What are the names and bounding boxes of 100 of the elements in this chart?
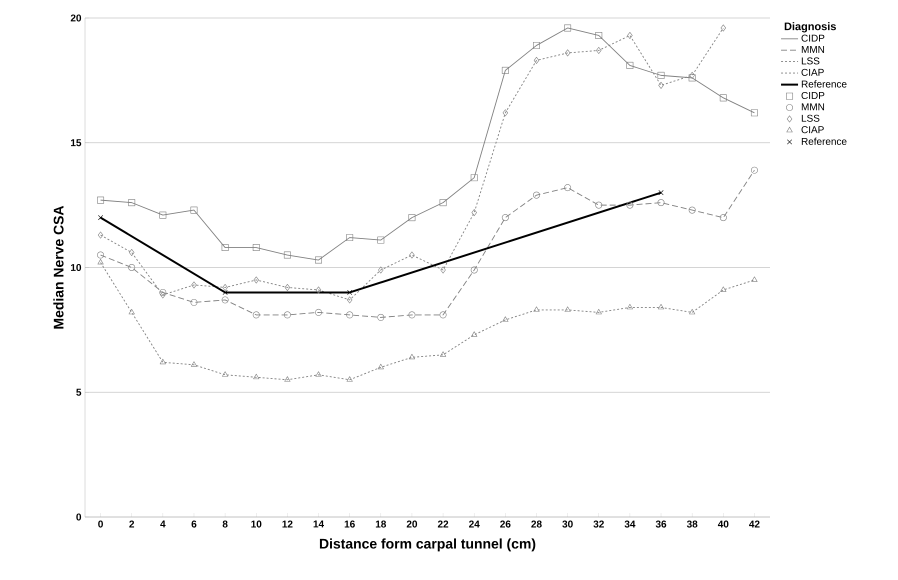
point: [97, 252, 104, 259]
point: [502, 66, 509, 74]
x-tick-label: 32: [593, 520, 604, 528]
point: [440, 311, 447, 318]
legend-label: Reference: [802, 138, 847, 145]
legend-title: Diagnosis: [784, 22, 836, 32]
x-tick-label: 22: [438, 520, 448, 528]
point: [129, 249, 134, 256]
x-tick-label: 36: [656, 520, 666, 528]
point: [440, 351, 446, 357]
text: MMN: [802, 46, 824, 53]
point: [720, 24, 726, 32]
point: [222, 244, 229, 252]
point: [346, 311, 354, 318]
y-tick-label: 0: [76, 513, 82, 521]
x-tick-label: 20: [406, 520, 418, 528]
x-tick-label: 10: [251, 520, 262, 528]
legend-label: CIAP: [802, 126, 824, 134]
point: [253, 374, 260, 380]
point: [409, 252, 415, 259]
point: [98, 215, 104, 220]
point: [720, 214, 727, 222]
point: [658, 72, 665, 79]
point: [190, 361, 198, 367]
legend-label: MMN: [802, 103, 824, 110]
text: CIAP: [802, 68, 824, 76]
point: [533, 306, 540, 312]
point: [472, 209, 477, 216]
y-tick-label: 10: [71, 264, 82, 272]
x-tick-label: 30: [562, 520, 573, 528]
point: [222, 296, 229, 304]
x-tick-label: 0: [98, 520, 103, 528]
point: [658, 190, 664, 196]
point: [532, 192, 540, 199]
point: [626, 202, 634, 209]
point: [346, 376, 353, 382]
point: [284, 252, 291, 259]
point: [315, 371, 322, 377]
point: [159, 288, 166, 296]
point: [160, 291, 166, 298]
point: [98, 259, 104, 264]
x-tick-label: 14: [314, 520, 324, 528]
point: [502, 316, 508, 322]
x-axis-title: Distance form carpal tunnel (cm): [320, 538, 536, 552]
point: [564, 24, 572, 32]
point: [627, 32, 633, 39]
point: [470, 174, 478, 182]
point: [502, 109, 508, 116]
point: [377, 314, 384, 321]
x-tick-label: 38: [686, 520, 698, 528]
point: [315, 256, 322, 264]
point: [284, 376, 290, 382]
point: [378, 266, 384, 274]
point: [191, 281, 197, 288]
x-tick-label: 28: [531, 520, 542, 528]
x-tick-label: 42: [749, 520, 760, 528]
point: [720, 286, 726, 292]
point: [440, 199, 447, 206]
x-tick-label: 16: [344, 520, 355, 528]
point: [626, 304, 633, 310]
point: [720, 94, 727, 102]
point: [316, 286, 322, 294]
point: [378, 364, 384, 370]
x-tick-label: 40: [718, 520, 728, 528]
point: [252, 311, 260, 318]
point: [346, 296, 352, 304]
point: [688, 206, 696, 214]
y-tick-label: 15: [71, 139, 82, 146]
point: [564, 306, 571, 312]
point: [190, 298, 198, 306]
point: [222, 284, 228, 291]
x-tick-label: 8: [222, 520, 228, 528]
y-axis-title: Median Nerve CSA: [53, 206, 64, 329]
point: [534, 56, 540, 64]
point: [658, 199, 665, 206]
point: [190, 206, 198, 214]
point: [284, 311, 291, 318]
x-tick-label: 18: [376, 520, 386, 528]
point: [596, 46, 602, 54]
point: [159, 212, 166, 219]
point: [128, 199, 136, 206]
point: [97, 196, 104, 204]
point: [252, 244, 260, 252]
text: Reference: [802, 80, 847, 88]
point: [689, 72, 695, 79]
point: [471, 331, 478, 337]
x-tick-label: 2: [129, 520, 134, 528]
point: [160, 358, 166, 364]
point: [284, 284, 290, 291]
point: [595, 202, 602, 209]
point: [98, 232, 104, 239]
point: [254, 276, 259, 284]
point: [502, 214, 509, 222]
point: [315, 308, 322, 316]
y-tick-label: 20: [70, 14, 82, 22]
point: [222, 371, 228, 377]
point: [751, 276, 758, 282]
x-tick-label: 12: [282, 520, 293, 528]
text: CIDP: [802, 92, 824, 100]
point: [408, 354, 415, 360]
